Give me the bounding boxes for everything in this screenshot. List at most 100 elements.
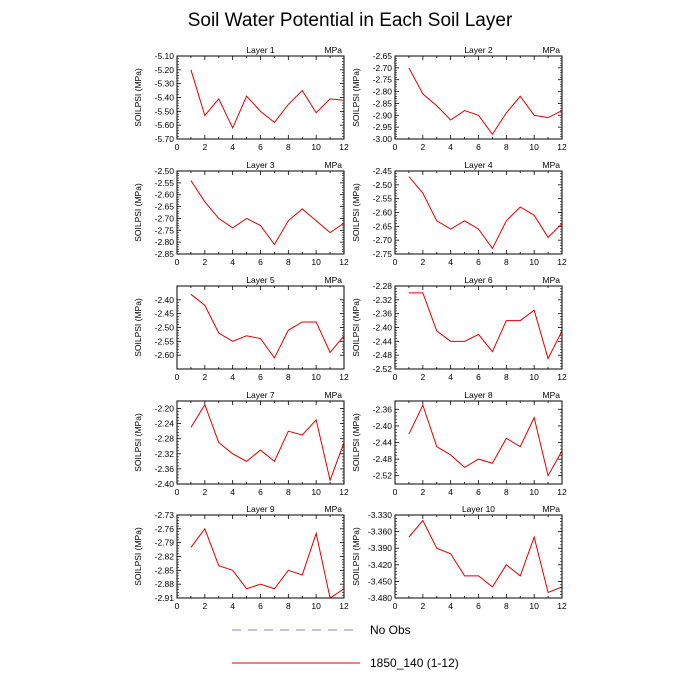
- layer-1-frame: [176, 55, 345, 140]
- layer-8-ytick-label: -2.52: [373, 471, 393, 481]
- layer-10-ylabel: SOILPSI (MPa): [351, 527, 361, 586]
- layer-7-ytick-label: -2.40: [155, 479, 175, 489]
- layer-4-xtick-label: 2: [420, 257, 425, 267]
- layer-10-ytick-label: -3.360: [368, 527, 392, 537]
- layer-10-plot: Layer 10 MPa 0 2 4 6 8 10 12 -3.330 -3.360 -3.390 -3…: [351, 504, 567, 611]
- layer-5-plot: Layer 5 MPa 0 2 4 6 8 10 12 -2.40 -2.45 -2.50 -2.55 -…: [133, 275, 349, 382]
- layer-2-unit: MPa: [543, 45, 561, 55]
- layer-2-xtick-label: 2: [420, 142, 425, 152]
- layer-2-xtick-label: 4: [448, 142, 453, 152]
- layer-6-ytick-label: -2.28: [373, 281, 393, 291]
- layer-8-xtick-label: 0: [393, 487, 398, 497]
- layer-1-xtick-label: 4: [230, 142, 235, 152]
- layer-7-title: Layer 7: [246, 390, 275, 400]
- layer-6-xtick-label: 10: [529, 372, 539, 382]
- layer-5-xtick-label: 12: [339, 372, 349, 382]
- layer-4-xtick-label: 10: [529, 257, 539, 267]
- layer-9-ytick-label: -2.88: [155, 579, 175, 589]
- layer-8-series-line: [408, 403, 562, 478]
- layer-10-frame: [394, 514, 563, 599]
- layer-3-xtick-label: 0: [175, 257, 180, 267]
- layer-5-xtick-label: 2: [202, 372, 207, 382]
- layer-1-xtick-label: 0: [175, 142, 180, 152]
- layer-7-ytick-label: -2.36: [155, 464, 175, 474]
- layer-9-ytick-label: -2.85: [155, 565, 175, 575]
- layer-5-ytick-label: -2.45: [155, 309, 175, 319]
- layer-3-xtick-label: 2: [202, 257, 207, 267]
- layer-4-ytick-label: -2.60: [373, 208, 393, 218]
- layer-8-xtick-label: 10: [529, 487, 539, 497]
- layer-10-xtick-label: 4: [448, 601, 453, 611]
- layer-5-title: Layer 5: [246, 275, 275, 285]
- layer-6-ytick-label: -2.44: [373, 336, 393, 346]
- layer-4-xtick-label: 6: [476, 257, 481, 267]
- legend-no-obs-label: No Obs: [370, 623, 411, 637]
- layer-4-xtick-label: 4: [448, 257, 453, 267]
- layer-2-xtick-label: 8: [504, 142, 509, 152]
- layer-8-title: Layer 8: [464, 390, 493, 400]
- layer-9-xtick-label: 8: [286, 601, 291, 611]
- layer-4-plot: Layer 4 MPa 0 2 4 6 8 10 12 -2.45 -2.50 -2.55 -2.60 -…: [351, 160, 567, 267]
- layer-9-ytick-label: -2.82: [155, 552, 175, 562]
- layer-5-ytick-label: -2.55: [155, 336, 175, 346]
- layer-2-xtick-label: 12: [557, 142, 567, 152]
- layer-6-xtick-label: 12: [557, 372, 567, 382]
- layer-9-frame: [176, 514, 345, 599]
- layer-7-xtick-label: 6: [258, 487, 263, 497]
- layer-10-xtick-label: 8: [504, 601, 509, 611]
- layer-10-ytick-label: -3.480: [368, 593, 392, 603]
- layer-1-ytick-label: -5.70: [155, 134, 175, 144]
- layer-1-ytick-label: -5.60: [155, 120, 175, 130]
- layer-1-xtick-label: 8: [286, 142, 291, 152]
- layer-3-xtick-label: 6: [258, 257, 263, 267]
- layer-4-ytick-label: -2.45: [373, 166, 393, 176]
- layer-10-ytick-label: -3.330: [368, 510, 392, 520]
- layer-4-series-line: [408, 176, 562, 250]
- layer-2-ylabel: SOILPSI (MPa): [351, 68, 361, 127]
- layer-2-ytick-label: -2.85: [373, 98, 393, 108]
- layer-6-ytick-label: -2.36: [373, 309, 393, 319]
- layer-1-xtick-label: 6: [258, 142, 263, 152]
- layer-3-ytick-label: -2.60: [155, 190, 175, 200]
- layer-8-xtick-label: 8: [504, 487, 509, 497]
- layer-6-ytick-label: -2.40: [373, 323, 393, 333]
- layer-6-series-line: [408, 292, 562, 360]
- layer-4-ytick-label: -2.65: [373, 221, 393, 231]
- layer-6-title: Layer 6: [464, 275, 493, 285]
- layer-4-ytick-label: -2.70: [373, 235, 393, 245]
- layer-8-plot: Layer 8 MPa 0 2 4 6 8 10 12 -2.36 -2.40 -2.44 -2.48 -…: [351, 390, 567, 497]
- layer-9-unit: MPa: [325, 504, 343, 514]
- layer-9-ytick-label: -2.79: [155, 538, 175, 548]
- layer-3-xtick-label: 8: [286, 257, 291, 267]
- layer-4-ytick-label: -2.75: [373, 249, 393, 259]
- layer-7-ylabel: SOILPSI (MPa): [133, 413, 143, 472]
- layer-8-xtick-label: 2: [420, 487, 425, 497]
- layer-10-ytick-label: -3.390: [368, 543, 392, 553]
- layer-2-frame: [394, 55, 563, 140]
- layer-1-title: Layer 1: [246, 45, 275, 55]
- layer-3-ytick-label: -2.55: [155, 178, 175, 188]
- layer-2-ytick-label: -2.80: [373, 87, 393, 97]
- layer-1-unit: MPa: [325, 45, 343, 55]
- layer-5-unit: MPa: [325, 275, 343, 285]
- layer-3-ytick-label: -2.70: [155, 213, 175, 223]
- layer-1-ytick-label: -5.40: [155, 93, 175, 103]
- layer-5-xtick-label: 4: [230, 372, 235, 382]
- layer-2-ytick-label: -2.65: [373, 51, 393, 61]
- layer-9-plot: Layer 9 MPa 0 2 4 6 8 10 12 -2.73 -2.76 -2.79 -2.82 -…: [133, 504, 349, 611]
- layer-5-xtick-label: 6: [258, 372, 263, 382]
- layer-10-xtick-label: 10: [529, 601, 539, 611]
- layer-8-unit: MPa: [543, 390, 561, 400]
- layer-7-ytick-label: -2.20: [155, 404, 175, 414]
- layer-6-ylabel: SOILPSI (MPa): [351, 298, 361, 357]
- layer-4-ylabel: SOILPSI (MPa): [351, 183, 361, 242]
- layer-9-ytick-label: -2.91: [155, 593, 175, 603]
- layer-1-ytick-label: -5.10: [155, 51, 175, 61]
- layer-10-xtick-label: 0: [393, 601, 398, 611]
- layer-7-ytick-label: -2.28: [155, 434, 175, 444]
- layer-3-ytick-label: -2.65: [155, 202, 175, 212]
- layer-9-xtick-label: 12: [339, 601, 349, 611]
- layer-8-xtick-label: 6: [476, 487, 481, 497]
